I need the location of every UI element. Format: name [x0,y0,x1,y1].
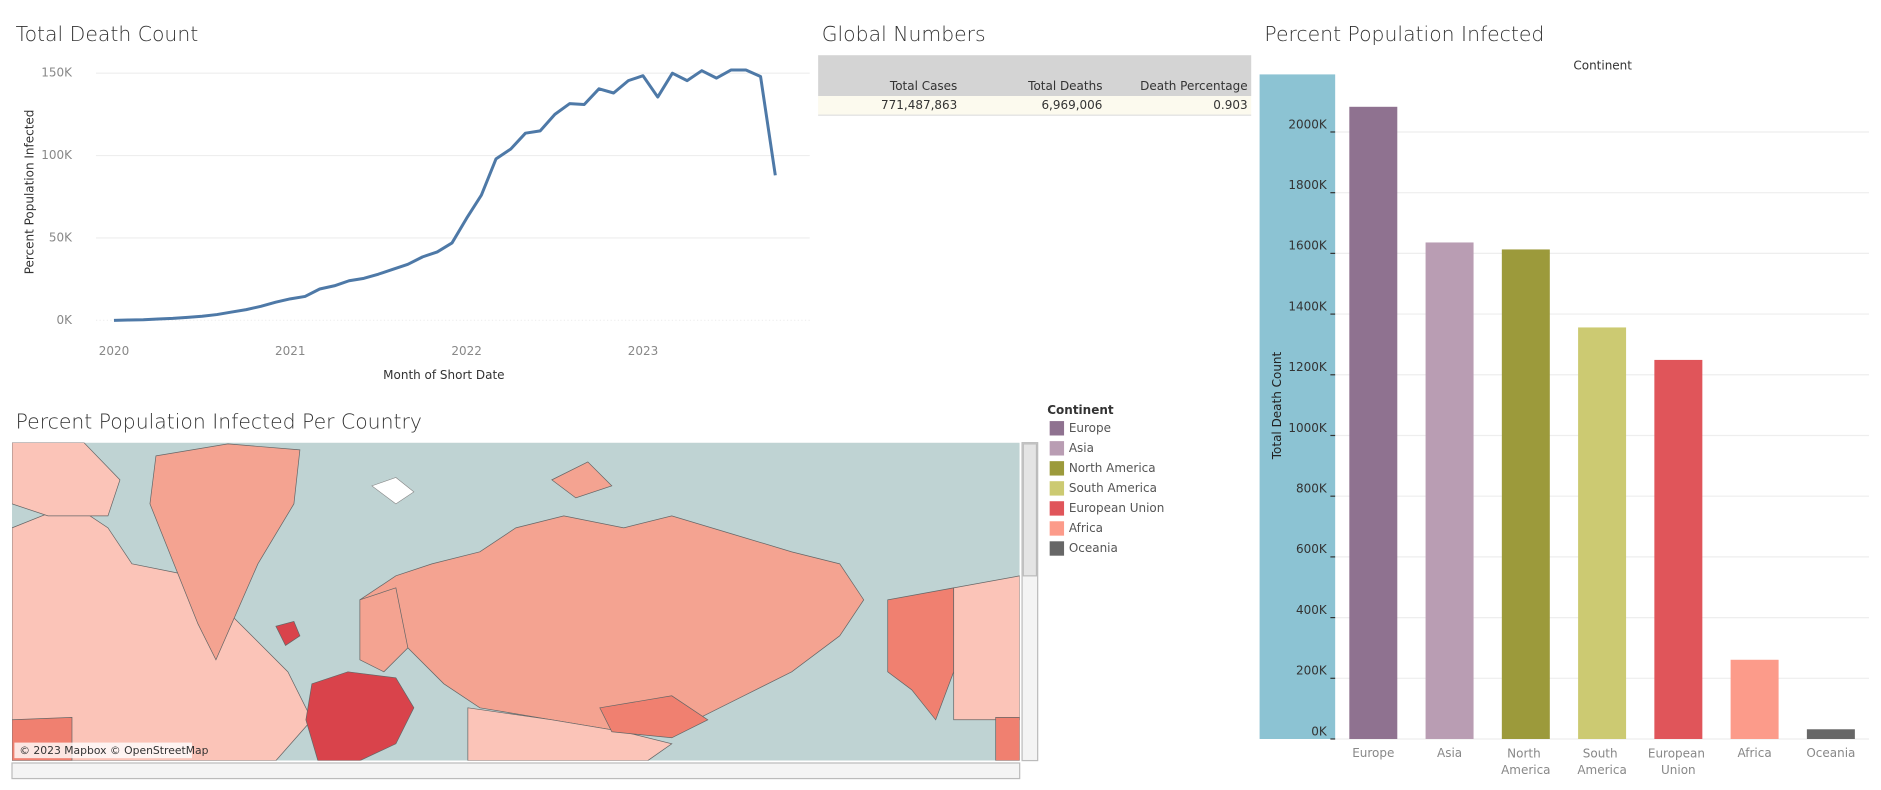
y-tick-label: 100K [41,148,73,162]
table-cell: 6,969,006 [1041,98,1102,112]
x-tick-label: Africa [1738,746,1772,760]
y-tick-label: 600K [1296,542,1328,556]
table-row [818,95,1252,116]
legend-label: Africa [1069,521,1103,535]
map-attribution: © 2023 Mapbox © OpenStreetMap [19,744,208,757]
x-tick-label: 2020 [99,344,130,358]
attribution-bg [14,742,192,759]
map-title: Percent Population Infected Per Country [16,409,422,433]
y-tick-label: 50K [49,230,73,244]
country [11,442,121,517]
y-axis-highlight [1259,74,1336,739]
y-tick-label: 150K [41,66,73,80]
table-header [818,55,1252,96]
column-header: Total Deaths [1027,79,1102,93]
x-tick-label: Asia [1437,746,1462,760]
table-cell: 0.903 [1213,98,1247,112]
country [599,695,709,739]
island [551,461,613,499]
legend-swatch [1049,521,1065,536]
island [371,477,415,505]
y-tick-label: 200K [1296,664,1328,678]
y-tick-label: 0K [1311,724,1328,738]
y-tick-label: 1000K [1288,421,1327,435]
x-tick-label: 2021 [275,344,306,358]
y-tick-label: 1200K [1288,360,1327,374]
legend-swatch [1049,541,1065,556]
legend-swatch [1049,421,1065,436]
country [11,503,313,761]
x-tick-label: 2023 [628,344,659,358]
country [359,587,409,673]
legend-label: European Union [1069,501,1165,515]
x-tick-label: European Union [1648,746,1709,777]
scrollbar-h[interactable] [11,762,1021,780]
legend-label: Oceania [1069,541,1118,555]
y-tick-label: 400K [1296,603,1328,617]
x-tick-label: South America [1577,746,1626,777]
line-series [113,68,777,322]
legend-label: Asia [1069,441,1094,455]
legend-title: Continent [1047,403,1114,417]
country [467,707,673,761]
table-title: Global Numbers [822,22,986,46]
country [149,443,301,661]
bar-title: Percent Population Infected [1264,22,1544,46]
country [953,575,1020,721]
legend-swatch [1049,441,1065,456]
country [359,515,865,733]
x-tick-label: North America [1501,746,1550,777]
legend-label: South America [1069,481,1157,495]
country [995,717,1020,761]
y-tick-label: 800K [1296,481,1328,495]
legend-label: North America [1069,461,1156,475]
y-axis-title: Total Death Count [1270,351,1284,460]
x-axis-title: Month of Short Date [383,368,504,382]
bar [1806,729,1855,739]
x-tick-label: Europe [1352,746,1394,760]
x-tick-label: Oceania [1806,746,1855,760]
bar [1425,242,1474,739]
country [305,671,415,761]
x-tick-label: 2022 [451,344,482,358]
table-cell: 771,487,863 [881,98,957,112]
legend-swatch [1049,461,1065,476]
bar [1730,659,1779,739]
country [275,620,301,646]
bar [1349,106,1398,739]
legend-label: Europe [1069,421,1111,435]
bar [1654,359,1703,739]
column-header: Death Percentage [1140,79,1247,93]
bar [1578,327,1627,739]
column-header: Continent [1573,59,1632,73]
y-tick-label: 1800K [1288,178,1327,192]
line-title: Total Death Count [16,22,199,46]
y-axis-title: Percent Population Infected [22,110,36,275]
y-tick-label: 2000K [1288,117,1327,131]
y-tick-label: 0K [56,313,73,327]
y-tick-label: 1600K [1288,239,1327,253]
map: © 2023 Mapbox © OpenStreetMap [11,442,1020,761]
table: Total Cases Total Deaths Death Percentage 7… [881,79,1248,112]
column-header: Total Cases [889,79,957,93]
legend-swatch [1049,501,1065,516]
y-tick-label: 1400K [1288,299,1327,313]
legend-swatch [1049,481,1065,496]
bar [1501,249,1550,739]
scroll-thumb[interactable] [1022,443,1038,577]
